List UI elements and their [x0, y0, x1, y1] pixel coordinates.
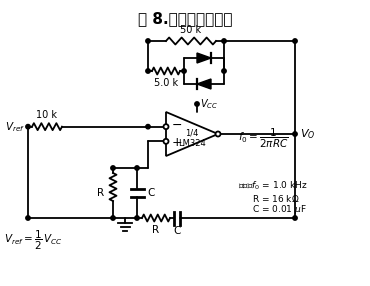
Text: C: C: [147, 188, 154, 198]
Circle shape: [215, 132, 221, 136]
Text: $f_0 = \dfrac{1}{2\pi RC}$: $f_0 = \dfrac{1}{2\pi RC}$: [238, 126, 289, 150]
Circle shape: [164, 139, 168, 144]
Text: +: +: [172, 136, 183, 149]
Text: 5.0 k: 5.0 k: [154, 78, 178, 88]
Text: R = 16 k$\Omega$: R = 16 k$\Omega$: [252, 192, 299, 204]
Circle shape: [293, 216, 297, 220]
Circle shape: [135, 216, 139, 220]
Text: C: C: [173, 226, 181, 236]
Circle shape: [146, 124, 150, 129]
Text: $V_{ref}$: $V_{ref}$: [5, 120, 25, 134]
Circle shape: [222, 69, 226, 73]
Text: $V_{CC}$: $V_{CC}$: [200, 97, 218, 111]
Text: 对于：$f_0$ = 1.0 kHz: 对于：$f_0$ = 1.0 kHz: [238, 180, 308, 192]
Circle shape: [26, 124, 30, 129]
Polygon shape: [197, 79, 211, 89]
Text: R: R: [97, 188, 104, 198]
Text: 1/4
LM324: 1/4 LM324: [178, 128, 206, 148]
Circle shape: [26, 216, 30, 220]
Text: R: R: [152, 225, 159, 235]
Circle shape: [195, 102, 199, 106]
Circle shape: [111, 216, 115, 220]
Circle shape: [182, 69, 186, 73]
Text: 图 8.维思电桥振荡器: 图 8.维思电桥振荡器: [138, 11, 232, 26]
Polygon shape: [197, 53, 211, 63]
Circle shape: [293, 39, 297, 43]
Circle shape: [146, 69, 150, 73]
Text: C = 0.01 $\mu$F: C = 0.01 $\mu$F: [252, 204, 307, 217]
Text: 50 k: 50 k: [181, 25, 202, 35]
Text: $V_O$: $V_O$: [300, 127, 315, 141]
Circle shape: [135, 166, 139, 170]
Circle shape: [164, 124, 168, 129]
Circle shape: [146, 39, 150, 43]
Text: 10 k: 10 k: [37, 110, 57, 120]
Circle shape: [293, 132, 297, 136]
Text: $V_{ref} = \dfrac{1}{2}\,V_{CC}$: $V_{ref} = \dfrac{1}{2}\,V_{CC}$: [4, 229, 63, 252]
Circle shape: [111, 166, 115, 170]
Circle shape: [222, 39, 226, 43]
Text: −: −: [172, 119, 182, 132]
